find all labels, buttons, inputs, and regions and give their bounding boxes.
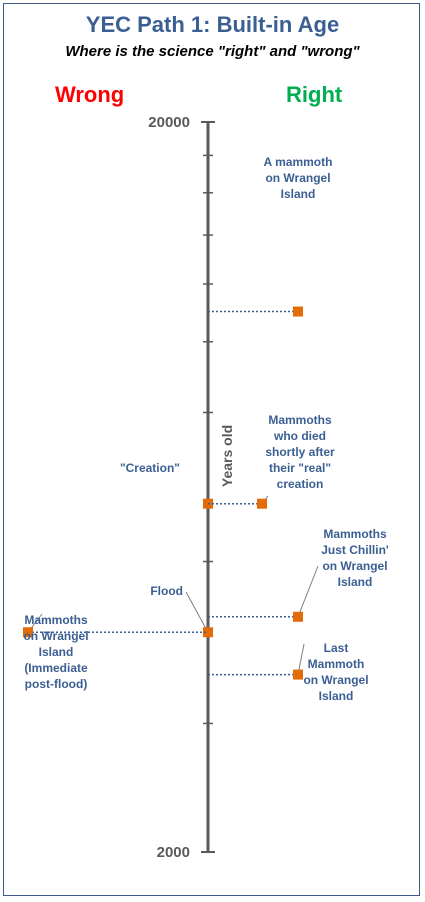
point-label-line: Flood [150, 584, 183, 598]
right-side-label: Right [286, 82, 343, 107]
point-label-line: Island [338, 575, 373, 589]
point-label-line: creation [277, 477, 324, 491]
data-marker [203, 627, 213, 638]
point-label-line: on Wrangel [322, 559, 387, 573]
point-label-line: (Immediate [24, 661, 88, 675]
point-label-line: on Wrangel [303, 673, 368, 687]
point-label-line: Mammoths [268, 413, 332, 427]
point-label-line: shortly after [265, 445, 335, 459]
data-marker [293, 611, 303, 622]
chart-subtitle: Where is the science "right" and "wrong" [65, 43, 360, 60]
data-marker [257, 498, 267, 509]
data-marker [293, 669, 303, 680]
point-label-line: Island [319, 689, 354, 703]
data-marker [23, 627, 33, 638]
tick-label: 2000 [157, 844, 190, 861]
point-label-line: Mammoth [308, 657, 365, 671]
point-label-line: Mammoths [323, 527, 387, 541]
chart-title: YEC Path 1: Built-in Age [85, 12, 340, 37]
point-label-line: A mammoth [264, 155, 333, 169]
wrong-side-label: Wrong [55, 82, 125, 107]
tick-label: 20000 [148, 114, 190, 131]
point-label-line: on Wrangel [23, 629, 88, 643]
label-connector [297, 565, 319, 617]
label-connector [185, 591, 209, 633]
point-label-line: their "real" [269, 461, 331, 475]
point-label-line: "Creation" [120, 461, 180, 475]
data-marker [293, 306, 303, 317]
point-label-line: Last [324, 641, 349, 655]
point-label-line: Mammoths [24, 613, 88, 627]
chart-frame [3, 3, 420, 896]
label-connector [297, 643, 305, 675]
axis-title: Years old [219, 425, 235, 487]
point-label-line: on Wrangel [265, 171, 330, 185]
point-label-line: Just Chillin' [321, 543, 389, 557]
point-label-line: Island [39, 645, 74, 659]
point-label-line: who died [273, 429, 326, 443]
point-label-line: post-flood) [25, 677, 88, 691]
point-label-line: Island [281, 187, 316, 201]
